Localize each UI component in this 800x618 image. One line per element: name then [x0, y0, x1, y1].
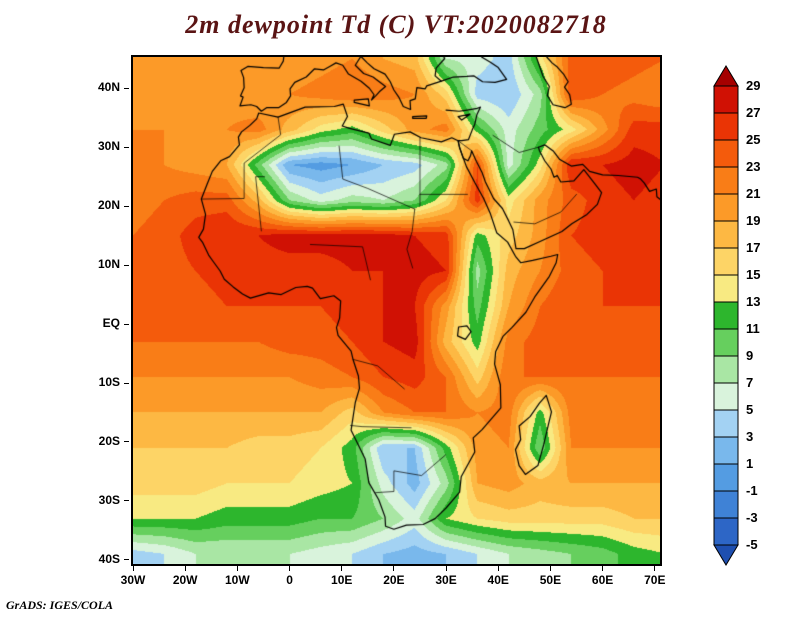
- y-tick-mark: [124, 264, 129, 266]
- y-tick-mark: [124, 205, 129, 207]
- colorbar-cap-bottom: [713, 544, 739, 566]
- dewpoint-field-canvas: [133, 57, 660, 564]
- colorbar-label: 29: [746, 78, 760, 93]
- x-tick-mark: [132, 566, 134, 571]
- x-tick-mark: [654, 566, 656, 571]
- colorbar-segment: [713, 355, 739, 384]
- colorbar-label: -5: [746, 537, 758, 552]
- colorbar-segment: [713, 328, 739, 357]
- colorbar-segment: [713, 112, 739, 141]
- y-tick-mark: [124, 146, 129, 148]
- x-tick-label: 60E: [591, 573, 614, 587]
- colorbar-label: 3: [746, 429, 753, 444]
- colorbar-label: 17: [746, 240, 760, 255]
- colorbar-segment: [713, 166, 739, 195]
- colorbar-label: 25: [746, 132, 760, 147]
- x-tick-mark: [236, 566, 238, 571]
- page-title: 2m dewpoint Td (C) VT:2020082718: [185, 10, 607, 39]
- x-tick-label: 10E: [331, 573, 353, 587]
- colorbar-label: 1: [746, 456, 753, 471]
- y-tick-mark: [124, 323, 129, 325]
- x-tick-label: 10W: [225, 573, 250, 587]
- colorbar-label: 13: [746, 294, 760, 309]
- x-tick-mark: [497, 566, 499, 571]
- x-tick-mark: [341, 566, 343, 571]
- colorbar-label: -1: [746, 483, 758, 498]
- y-tick-label: 30N: [97, 139, 120, 154]
- x-tick-label: 70E: [644, 573, 666, 587]
- x-tick-label: 30E: [435, 573, 457, 587]
- colorbar-segment: [713, 517, 739, 546]
- x-tick-label: 50E: [539, 573, 562, 587]
- colorbar-label: 5: [746, 402, 753, 417]
- colorbar-label: 15: [746, 267, 760, 282]
- credit-text: GrADS: IGES/COLA: [6, 598, 114, 612]
- colorbar-svg: 29 27 25 23 21 19 17 15 13 11 9 7 5 3 1 -1 -3 -5: [713, 65, 760, 566]
- colorbar-label: 27: [746, 105, 760, 120]
- colorbar-segment: [713, 382, 739, 411]
- y-tick-label: 40N: [97, 80, 120, 95]
- x-tick-mark: [549, 566, 551, 571]
- colorbar-label: 11: [746, 321, 760, 336]
- x-tick-label: 0: [286, 573, 293, 587]
- colorbar-segment: [713, 139, 739, 168]
- y-tick-label: 20S: [98, 433, 120, 448]
- y-tick-mark: [124, 500, 129, 502]
- y-tick-mark: [124, 382, 129, 384]
- colorbar-label: 21: [746, 186, 760, 201]
- colorbar-segment: [713, 463, 739, 492]
- x-tick-mark: [184, 566, 186, 571]
- colorbar-segment: [713, 274, 739, 303]
- colorbar-segment: [713, 193, 739, 222]
- y-tick-mark: [124, 87, 129, 89]
- y-tick-label: 40S: [98, 551, 120, 566]
- colorbar-segment: [713, 436, 739, 465]
- map-frame: [131, 55, 662, 566]
- colorbar-segment: [713, 301, 739, 330]
- colorbar-label: 19: [746, 213, 760, 228]
- colorbar-segment: [713, 409, 739, 438]
- colorbar: 29 27 25 23 21 19 17 15 13 11 9 7 5 3 1 -1 -3 -5: [712, 60, 790, 576]
- colorbar-segment: [713, 220, 739, 249]
- y-tick-label: 30S: [98, 492, 120, 507]
- colorbar-segment: [713, 85, 739, 114]
- x-tick-mark: [393, 566, 395, 571]
- x-tick-mark: [445, 566, 447, 571]
- y-tick-mark: [124, 441, 129, 443]
- colorbar-segment: [713, 490, 739, 519]
- colorbar-label: -3: [746, 510, 758, 525]
- y-tick-label: 10S: [98, 375, 120, 389]
- x-tick-label: 40E: [487, 573, 509, 587]
- x-tick-mark: [602, 566, 604, 571]
- y-tick-mark: [124, 559, 129, 561]
- x-tick-label: 30W: [120, 573, 146, 587]
- x-tick-label: 20E: [383, 573, 405, 587]
- colorbar-cap-top: [713, 65, 739, 87]
- x-tick-label: 20W: [172, 573, 198, 587]
- y-tick-label: 20N: [97, 198, 120, 213]
- colorbar-label: 9: [746, 348, 753, 363]
- y-tick-label: EQ: [102, 316, 120, 331]
- colorbar-label: 23: [746, 159, 760, 174]
- x-tick-mark: [289, 566, 291, 571]
- colorbar-segment: [713, 247, 739, 276]
- colorbar-label: 7: [746, 375, 753, 390]
- y-tick-label: 10N: [97, 257, 120, 272]
